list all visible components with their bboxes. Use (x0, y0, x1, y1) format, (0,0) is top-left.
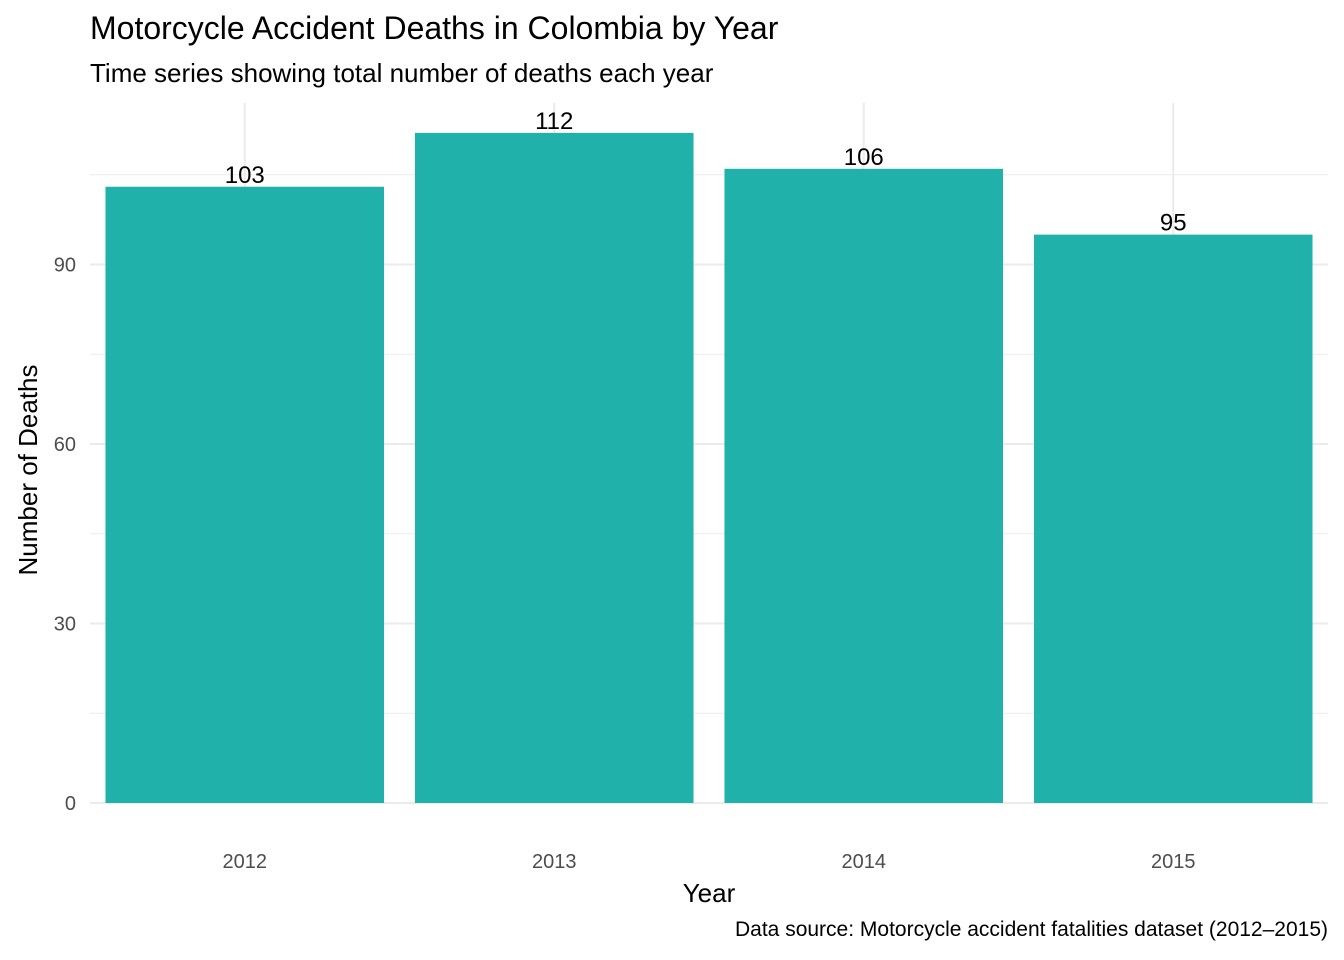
x-axis-title: Year (683, 878, 736, 908)
data-label-2015: 95 (1160, 210, 1187, 237)
chart-subtitle: Time series showing total number of deat… (90, 58, 714, 88)
data-labels: 103 112 106 95 (225, 108, 1187, 237)
x-tick-label: 2013 (532, 851, 577, 873)
data-label-2014: 106 (844, 144, 884, 171)
x-tick-label: 2014 (842, 851, 887, 873)
y-tick-label: 0 (65, 793, 76, 815)
bar-2015 (1033, 234, 1313, 804)
data-label-2012: 103 (225, 162, 265, 189)
x-tick-label: 2015 (1151, 851, 1196, 873)
bars (105, 132, 1313, 804)
x-axis-ticks: 2012 2013 2014 2015 (223, 851, 1196, 873)
chart-caption: Data source: Motorcycle accident fatalit… (735, 918, 1328, 941)
data-label-2013: 112 (535, 108, 573, 135)
chart-title: Motorcycle Accident Deaths in Colombia b… (90, 10, 779, 46)
x-tick-label: 2012 (223, 851, 268, 873)
y-tick-label: 90 (54, 255, 76, 277)
bar-2013 (414, 132, 694, 803)
y-axis-title: Number of Deaths (13, 365, 43, 576)
y-tick-label: 60 (54, 434, 76, 456)
bar-2014 (724, 168, 1004, 804)
bar-2012 (105, 186, 385, 803)
y-tick-label: 30 (54, 614, 76, 636)
y-axis-ticks: 0 30 60 90 (54, 255, 76, 815)
